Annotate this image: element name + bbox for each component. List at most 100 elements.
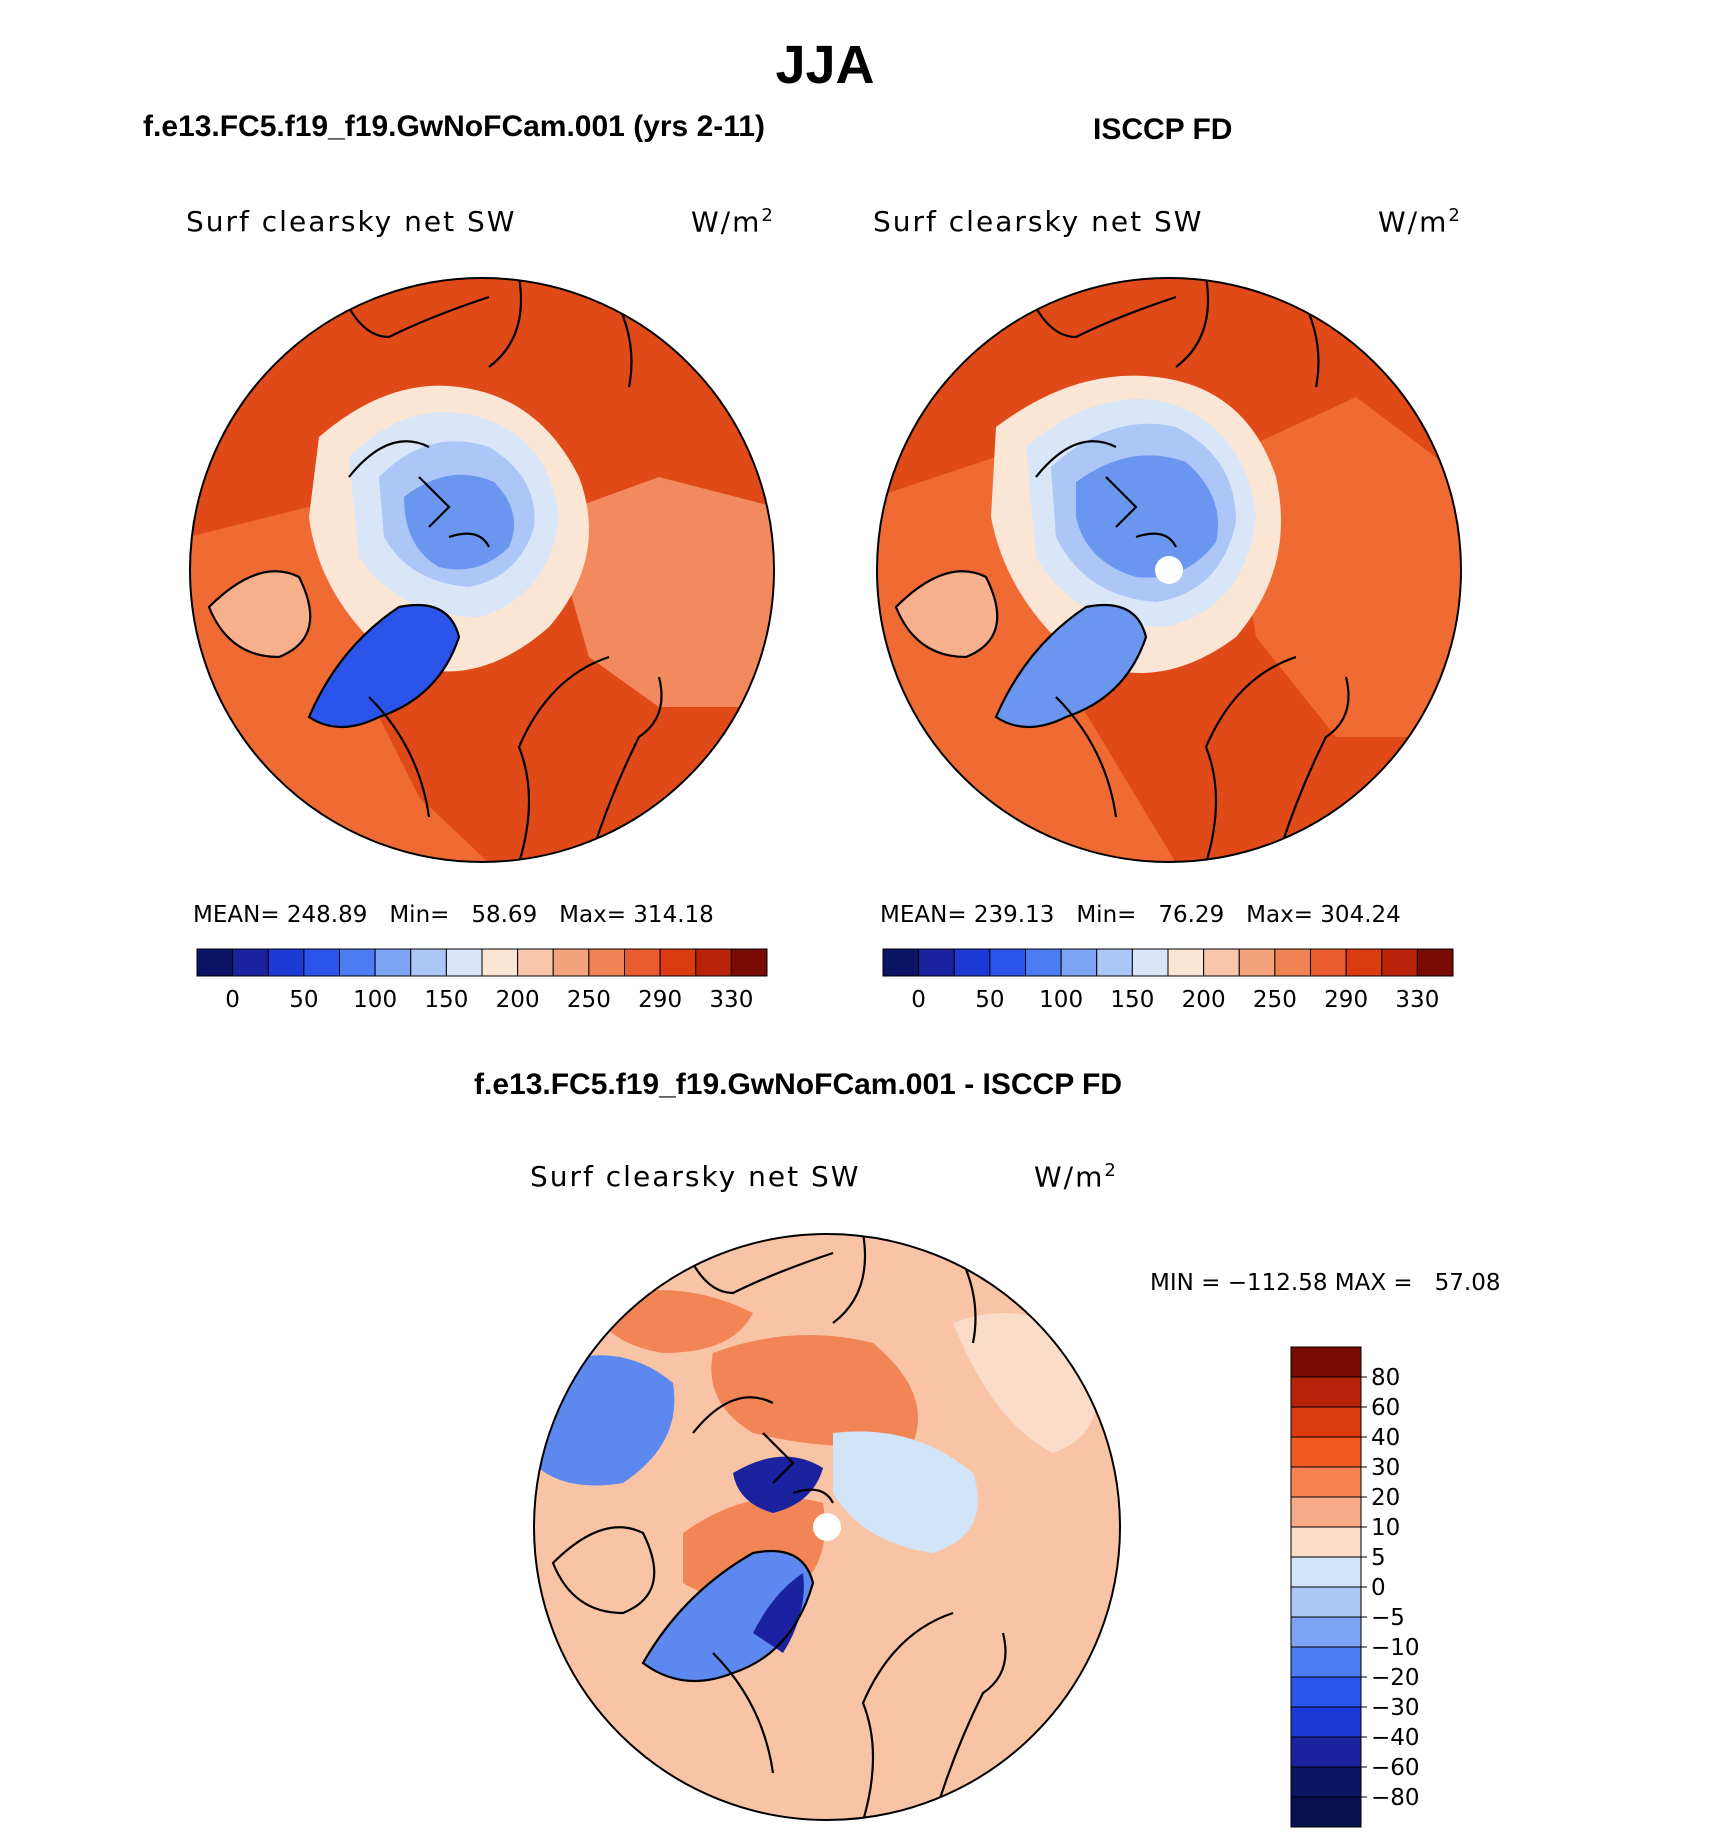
panel3-colorbar-label: 0: [1371, 1575, 1386, 1601]
panel3-colorbar-label: −30: [1371, 1695, 1420, 1721]
panel3-title: f.e13.FC5.f19_f19.GwNoFCam.001 - ISCCP F…: [474, 1068, 1122, 1101]
panel3-colorbar-label: 60: [1371, 1395, 1400, 1421]
panel1-coastlines: [207, 278, 663, 862]
panel3-field-greenland-deep: [753, 1573, 804, 1653]
panel3-colorbar-label: 40: [1371, 1425, 1400, 1451]
panel1-colorbar-box: [552, 948, 590, 977]
panel2-colorbar-box: [1381, 948, 1418, 977]
panel2-colorbar-label: 0: [911, 987, 926, 1013]
panel2-colorbar-box: [1131, 948, 1169, 977]
panel3-units-label: W/m2: [1034, 1160, 1118, 1194]
panel1-colorbar-box: [481, 948, 519, 977]
panel2-colorbar-box: [882, 948, 920, 977]
panel3-colorbar-box: [1290, 1376, 1362, 1408]
panel3-colorbar-box: [1290, 1616, 1362, 1648]
panel3-colorbar-label: 20: [1371, 1485, 1400, 1511]
panel2-colorbar-label: 100: [1039, 987, 1083, 1013]
panel1-colorbar-box: [517, 948, 554, 977]
panel3-map: [533, 1233, 1121, 1821]
panel1-map: [189, 277, 775, 863]
panel1-colorbar: 0 50 100 150 200 250 290 330: [196, 948, 768, 1013]
panel2-missing-pole: [1155, 556, 1183, 584]
panel3-colorbar-box: [1290, 1736, 1362, 1768]
panel1-min-value: 58.69: [471, 902, 538, 928]
panel3-colorbar-label: 80: [1371, 1365, 1400, 1391]
panel2-map: [876, 277, 1462, 863]
panel1-colorbar-label: 330: [709, 987, 753, 1013]
panel1-max-label: Max=: [559, 902, 626, 928]
panel2-colorbar-box: [1310, 948, 1347, 977]
panel3-colorbar-box: [1290, 1496, 1362, 1528]
panel1-variable-label: Surf clearsky net SW: [186, 205, 517, 238]
panel1-colorbar-box: [624, 948, 661, 977]
panel2-stats: MEAN= 239.13 Min= 76.29 Max= 304.24: [880, 902, 1401, 928]
panel3-colorbar-label: −10: [1371, 1635, 1420, 1661]
panel3-colorbar-label: 5: [1371, 1545, 1386, 1571]
panel3-colorbar-box: [1290, 1766, 1362, 1798]
panel2-title: ISCCP FD: [1093, 113, 1233, 146]
panel2-units-label: W/m2: [1378, 205, 1462, 239]
panel2-min-value: 76.29: [1158, 902, 1225, 928]
panel1-colorbar-box: [730, 948, 768, 977]
panel2-colorbar-box: [1238, 948, 1276, 977]
panel1-colorbar-box: [232, 948, 269, 977]
panel2-colorbar-label: 330: [1395, 987, 1439, 1013]
panel2-colorbar-box: [1167, 948, 1205, 977]
panel2-colorbar-box: [1060, 948, 1098, 977]
panel1-mean-label: MEAN=: [193, 902, 280, 928]
panel1-colorbar-box: [695, 948, 732, 977]
panel2-colorbar-box: [1274, 948, 1311, 977]
panel2-min-label: Min=: [1076, 902, 1137, 928]
panel2-colorbar-box: [953, 948, 991, 977]
panel3-colorbar-label: −20: [1371, 1665, 1420, 1691]
panel1-units-label: W/m2: [691, 205, 775, 239]
panel1-colorbar-label: 50: [289, 987, 318, 1013]
panel1-colorbar-box: [588, 948, 625, 977]
panel2-max-value: 304.24: [1320, 902, 1401, 928]
panel1-stats: MEAN= 248.89 Min= 58.69 Max= 314.18: [193, 902, 714, 928]
panel3-colorbar-box: [1290, 1706, 1362, 1738]
panel3-field-deep-blue: [733, 1456, 823, 1513]
panel3-stats: MIN = −112.58 MAX = 57.08: [1150, 1270, 1501, 1296]
panel1-max-value: 314.18: [633, 902, 714, 928]
panel2-colorbar-box: [1025, 948, 1062, 977]
panel2-mean-value: 239.13: [973, 902, 1055, 928]
panel3-colorbar-label: −5: [1371, 1605, 1405, 1631]
panel3-colorbar-box: [1290, 1526, 1362, 1558]
panel1-field-eurasia: [549, 477, 774, 707]
panel1-colorbar-box: [267, 948, 305, 977]
panel3-field-greenland: [643, 1551, 813, 1681]
panel3-colorbar-box: [1290, 1556, 1362, 1588]
panel1-field-ice-blue: [404, 474, 514, 570]
panel1-colorbar-label: 0: [225, 987, 240, 1013]
panel2-field-ice-blue: [1076, 455, 1218, 578]
panel2-colorbar-box: [1096, 948, 1133, 977]
panel2-colorbar-box: [1203, 948, 1240, 977]
panel3-colorbar: 80 60 40 30 20 10 5 0 −5 −10 −20 −30 −40 −60 −80: [1290, 1346, 1420, 1828]
panel1-colorbar-box: [196, 948, 234, 977]
panel2-field-eurasia: [1226, 397, 1461, 737]
panel1-field-alaska: [209, 571, 311, 657]
panel1-min-label: Min=: [389, 902, 450, 928]
panel1-colorbar-box: [303, 948, 340, 977]
panel3-field-north-warm: [711, 1335, 918, 1447]
panel1-colorbar-box: [374, 948, 412, 977]
panel2-colorbar-label: 50: [975, 987, 1004, 1013]
panel3-colorbar-label: −80: [1371, 1785, 1420, 1811]
panel1-colorbar-label: 290: [638, 987, 682, 1013]
panel3-colorbar-box: [1290, 1646, 1362, 1678]
panel3-map-border: [533, 1233, 1121, 1821]
panel1-colorbar-box: [339, 948, 376, 977]
panel3-variable-label: Surf clearsky net SW: [530, 1160, 861, 1193]
panel3-colorbar-box: [1290, 1676, 1362, 1708]
panel3-colorbar-label: −40: [1371, 1725, 1420, 1751]
panel3-colorbar-label: −60: [1371, 1755, 1420, 1781]
panel3-colorbar-box: [1290, 1796, 1362, 1828]
panel3-colorbar-box: [1290, 1436, 1362, 1468]
panel2-colorbar: 0 50 100 150 200 250 290 330: [882, 948, 1454, 1013]
panel1-colorbar-label: 100: [353, 987, 397, 1013]
panel1-field-greenland: [309, 605, 459, 727]
panel2-colorbar-box: [1416, 948, 1454, 977]
panel1-title: f.e13.FC5.f19_f19.GwNoFCam.001 (yrs 2-11…: [143, 110, 765, 143]
panel3-colorbar-box: [1290, 1586, 1362, 1618]
